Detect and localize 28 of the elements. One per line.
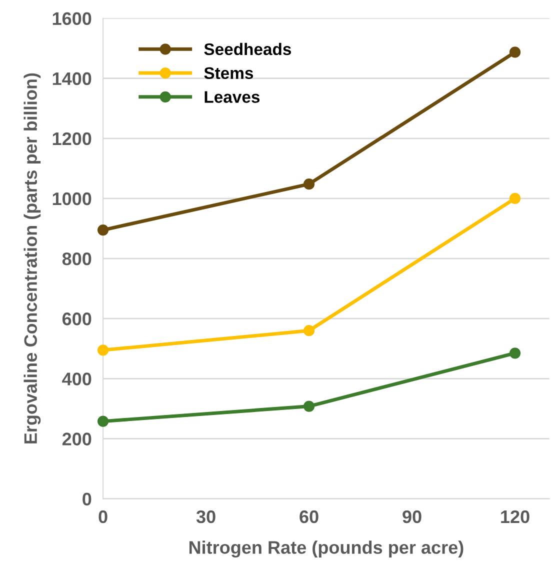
point (97, 416, 109, 427)
legend-label: Stems (204, 67, 254, 80)
x-tick-label: 60 (300, 510, 318, 524)
x-tick-label: 90 (402, 510, 422, 524)
y-tick-label: 400 (62, 372, 92, 386)
legend-label: Seedheads (204, 42, 292, 56)
y-tick-label: 1000 (52, 192, 92, 206)
y-axis-title: Ergovaline Concentration (parts per billion) (24, 73, 41, 444)
y-tick-label: 1600 (52, 12, 92, 26)
y-tick-label: 0 (82, 492, 92, 506)
y-tick-label: 600 (62, 312, 92, 326)
point (97, 224, 109, 236)
legend-label: Leaves (204, 91, 260, 103)
y-tick-label: 200 (62, 432, 92, 446)
point (303, 178, 315, 190)
y-tick-label: 1200 (52, 132, 92, 146)
x-tick-label: 30 (196, 510, 216, 524)
point (97, 344, 109, 356)
y-tick-label: 1400 (52, 72, 92, 86)
y-tick-label: 800 (62, 252, 92, 266)
x-tick-label: 0 (98, 510, 108, 524)
point (303, 325, 315, 336)
point (509, 192, 521, 204)
x-tick-label: 120 (501, 510, 530, 524)
point (509, 46, 521, 58)
x-axis-title: Nitrogen Rate (pounds per acre) (189, 540, 464, 558)
point (303, 400, 315, 412)
point (509, 348, 521, 359)
